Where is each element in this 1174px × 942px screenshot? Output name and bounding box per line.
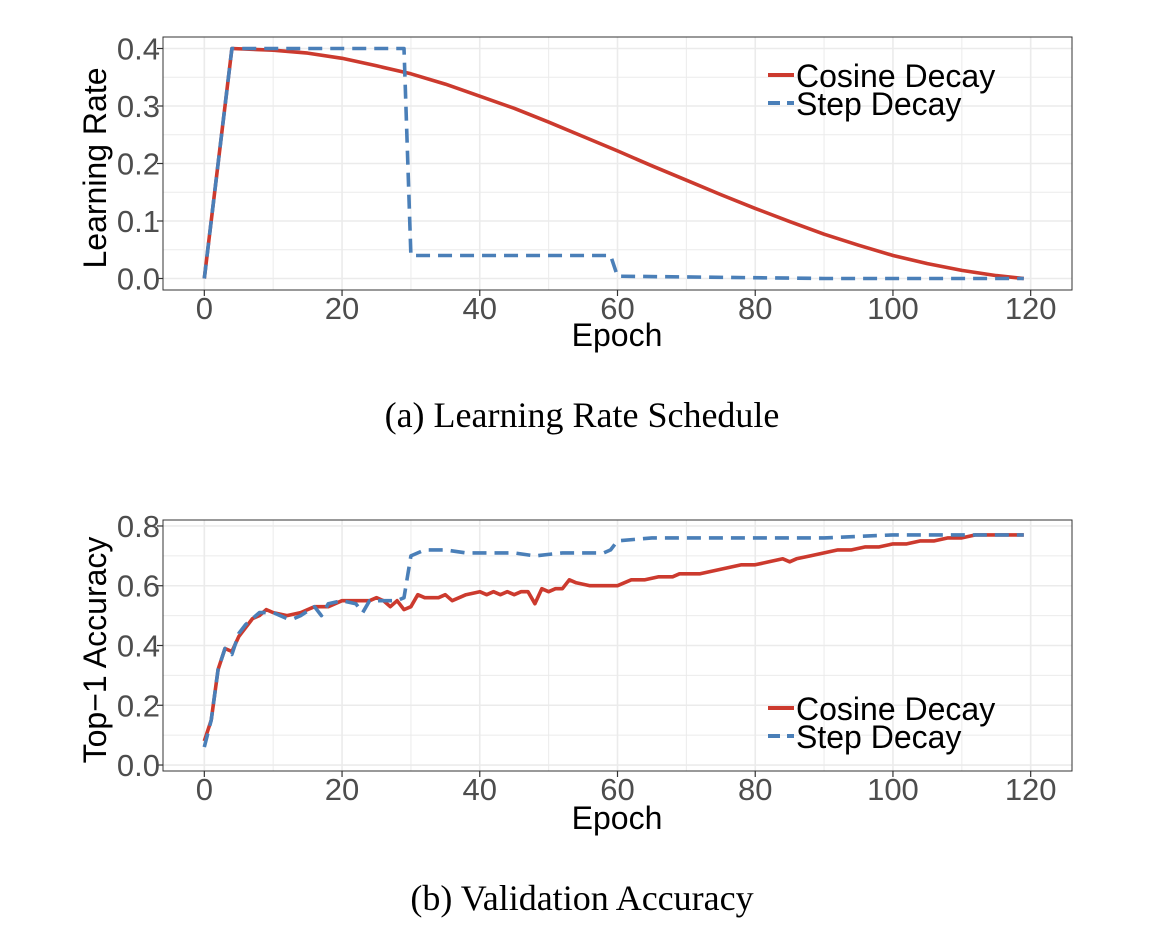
lr-x-tick-label: 0 [196,291,213,326]
acc-x-axis-ticks: 0 20 40 60 80 100 120 [196,771,1057,807]
lr-legend-cosine-label: Cosine Decay [796,58,995,94]
acc-legend-step-label: Step Decay [796,719,961,755]
lr-y-axis-ticks: 0.0 0.1 0.2 0.3 0.4 [117,32,163,297]
lr-series-step-decay [202,46,1024,281]
learning-rate-chart: 0 20 40 60 80 100 120 0.0 0.1 0.2 0.3 0.4 Epoch Le… [77,32,1073,353]
lr-caption: (a) Learning Rate Schedule [385,395,780,435]
acc-x-tick-label: 20 [325,772,359,807]
acc-x-tick-label: 60 [600,772,634,807]
lr-y-tick-label: 0.1 [117,204,160,239]
acc-y-tick-label: 0.8 [117,509,160,544]
lr-x-tick-label: 100 [867,291,919,326]
acc-x-tick-label: 80 [738,772,772,807]
lr-y-tick-label: 0.4 [117,32,160,67]
acc-x-tick-label: 120 [1005,772,1057,807]
lr-y-tick-label: 0.0 [117,262,160,297]
lr-x-tick-label: 120 [1005,291,1057,326]
acc-x-tick-label: 40 [463,772,497,807]
acc-y-tick-label: 0.6 [117,569,160,604]
acc-y-tick-label: 0.0 [117,748,160,783]
validation-accuracy-chart: 0 20 40 60 80 100 120 0.0 0.2 0.4 0.6 0.8 Epoch To… [77,509,1073,836]
lr-x-tick-label: 40 [463,291,497,326]
acc-series-lines [202,533,1024,748]
acc-x-axis-title: Epoch [572,800,663,836]
acc-gridlines [163,520,1072,771]
acc-x-tick-label: 0 [196,772,213,807]
lr-y-tick-label: 0.3 [117,89,160,124]
lr-x-tick-label: 80 [738,291,772,326]
acc-y-axis-title: Top−1 Accuracy [77,537,113,764]
acc-y-tick-label: 0.4 [117,629,160,664]
acc-y-tick-label: 0.2 [117,688,160,723]
lr-legend: Cosine Decay Step Decay [768,58,995,122]
acc-y-axis-ticks: 0.0 0.2 0.4 0.6 0.8 [117,509,163,783]
lr-legend-step-label: Step Decay [796,86,961,122]
acc-x-tick-label: 100 [867,772,919,807]
acc-series-step-decay [202,533,1024,748]
lr-series-lines [202,46,1024,281]
lr-series-cosine-decay [202,46,1024,281]
lr-x-tick-label: 20 [325,291,359,326]
lr-y-axis-title: Learning Rate [77,67,113,268]
acc-legend: Cosine Decay Step Decay [768,691,995,755]
acc-series-cosine-decay [202,533,1024,742]
lr-x-tick-label: 60 [600,291,634,326]
lr-x-axis-title: Epoch [572,317,663,353]
lr-gridlines [163,37,1072,290]
lr-y-tick-label: 0.2 [117,147,160,182]
acc-caption: (b) Validation Accuracy [410,878,753,918]
acc-legend-cosine-label: Cosine Decay [796,691,995,727]
lr-x-axis-ticks: 0 20 40 60 80 100 120 [196,290,1057,326]
